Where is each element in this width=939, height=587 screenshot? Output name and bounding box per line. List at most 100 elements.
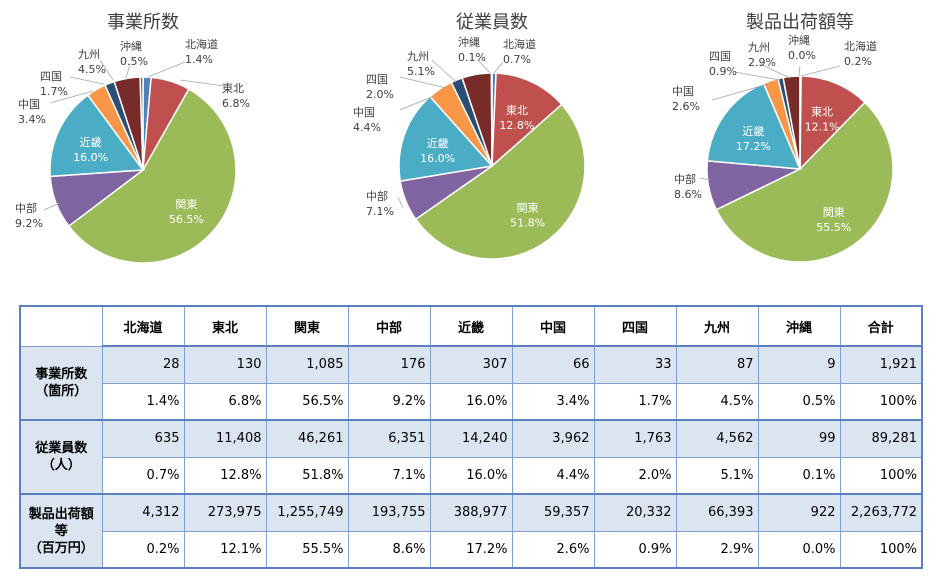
count-cell: 635: [101, 419, 185, 458]
leader-line: [431, 59, 457, 83]
col-header: 東北: [183, 305, 267, 347]
count-cell: 59,357: [511, 493, 595, 532]
count-cell: 4,562: [675, 419, 759, 458]
row-header-line: （人）: [41, 458, 81, 473]
percent-cell: 17.2%: [429, 530, 513, 569]
row-header-line: 事業所数: [35, 366, 88, 382]
count-cell: 1,085: [265, 345, 349, 384]
percent-cell: 0.9%: [593, 530, 677, 569]
slice-value-label: 0.9%: [709, 65, 737, 78]
slice-category-label: 近畿: [427, 136, 449, 150]
slice-value-label: 2.6%: [672, 100, 700, 113]
pie-slice: [490, 72, 493, 167]
pie-slice: [491, 72, 563, 168]
count-cell: 176: [347, 345, 431, 384]
count-cell: 9: [757, 345, 841, 384]
count-cell: 4,312: [101, 493, 185, 532]
pie-slice: [139, 76, 144, 171]
leader-line: [49, 90, 94, 104]
count-cell: 28: [101, 345, 185, 384]
leader-line: [397, 196, 404, 209]
slice-category-label: 近畿: [80, 135, 102, 149]
slice-category-label: 中国: [18, 98, 40, 111]
percent-cell: 1.7%: [593, 382, 677, 421]
count-cell: 6,351: [347, 419, 431, 458]
leader-line: [734, 71, 781, 81]
percent-cell: 2.0%: [593, 456, 677, 495]
slice-value-label: 17.2%: [736, 140, 771, 153]
leader-line: [125, 63, 131, 79]
leader-line: [800, 65, 841, 77]
col-header: 中国: [511, 305, 595, 347]
pie-slice: [67, 88, 237, 264]
percent-cell: 5.1%: [675, 456, 759, 495]
row-header-line: （箇所）: [35, 383, 88, 399]
slice-value-label: 16.0%: [73, 151, 108, 164]
slice-category-label: 関東: [823, 206, 845, 219]
percent-cell: 0.2%: [101, 530, 185, 569]
slice-value-label: 9.2%: [15, 217, 43, 230]
slice-category-label: 関東: [517, 201, 539, 214]
percent-cell: 7.1%: [347, 456, 431, 495]
percent-cell: 2.9%: [675, 530, 759, 569]
percent-cell: 56.5%: [265, 382, 349, 421]
chart-title: 事業所数: [107, 12, 179, 33]
row-header: 事業所数 （箇所）: [19, 345, 103, 421]
slice-value-label: 0.2%: [844, 55, 872, 68]
col-header: 沖縄: [757, 305, 841, 347]
slice-category-label: 東北: [811, 106, 833, 119]
row-header-line: 従業員数: [35, 441, 88, 456]
count-cell: 87: [675, 345, 759, 384]
count-cell: 130: [183, 345, 267, 384]
slice-category-label: 四国: [40, 70, 62, 83]
count-cell: 2,263,772: [839, 493, 923, 532]
percent-cell: 12.8%: [183, 456, 267, 495]
slice-value-label: 0.0%: [788, 49, 816, 62]
percent-cell: 3.4%: [511, 382, 595, 421]
percent-cell: 51.8%: [265, 456, 349, 495]
chart-title: 従業員数: [456, 12, 528, 33]
count-cell: 89,281: [839, 419, 923, 458]
leader-line: [477, 59, 491, 74]
leader-line: [179, 79, 225, 87]
slice-category-label: 沖縄: [120, 39, 142, 53]
pie-slice: [799, 75, 866, 171]
percent-cell: 12.1%: [183, 530, 267, 569]
slice-category-label: 九州: [78, 48, 100, 61]
percent-cell: 0.1%: [757, 456, 841, 495]
slice-category-label: 中部: [674, 172, 696, 186]
table-corner-cell: [19, 305, 103, 347]
slice-category-label: 中部: [15, 201, 37, 215]
chart-title: 製品出荷額等: [746, 12, 854, 33]
slice-value-label: 4.5%: [78, 63, 106, 76]
count-cell: 388,977: [429, 493, 513, 532]
leader-line: [69, 76, 105, 85]
col-header: 中部: [347, 305, 431, 347]
percent-cell: 16.0%: [429, 382, 513, 421]
percent-cell: 0.7%: [101, 456, 185, 495]
count-cell: 66: [511, 345, 595, 384]
slice-value-label: 2.0%: [366, 88, 394, 101]
row-header: 製品出荷額等（百万円）: [19, 493, 103, 569]
slice-category-label: 四国: [709, 50, 731, 63]
row-header-line: 製品出荷額: [28, 506, 94, 522]
percent-cell: 4.5%: [675, 382, 759, 421]
slice-category-label: 九州: [748, 41, 770, 54]
slice-value-label: 0.7%: [503, 53, 531, 66]
pie-slice: [715, 101, 894, 263]
leader-line: [399, 76, 447, 89]
count-cell: 193,755: [347, 493, 431, 532]
row-header-line: （百万円）: [28, 540, 94, 556]
leader-line: [147, 61, 186, 78]
percent-cell: 55.5%: [265, 530, 349, 569]
count-cell: 33: [593, 345, 677, 384]
slice-value-label: 2.9%: [748, 56, 776, 69]
percent-cell: 0.5%: [757, 382, 841, 421]
table-row-count: 従業員数 （人） 635 11,408 46,261 6,351 14,240 3,962 1,…: [19, 419, 923, 495]
percent-cell: 0.0%: [757, 530, 841, 569]
table-header-row: 北海道 東北 関東 中部 近畿 中国 四国 九州 沖縄 合計: [19, 305, 923, 347]
count-cell: 99: [757, 419, 841, 458]
slice-category-label: 北海道: [844, 39, 877, 53]
count-cell: 66,393: [675, 493, 759, 532]
